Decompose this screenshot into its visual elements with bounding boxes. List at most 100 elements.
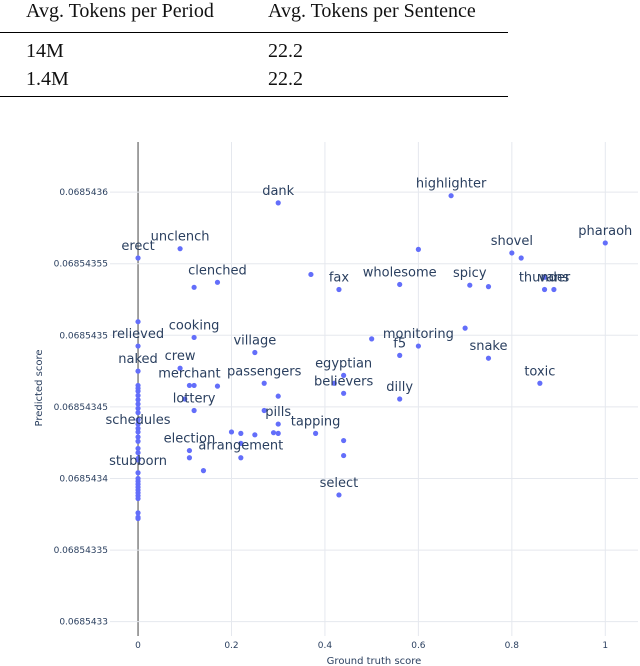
table-cell-row2-sentence: 22.2 <box>268 68 303 90</box>
table-header-period: Avg. Tokens per Period <box>26 0 214 22</box>
scatter-point <box>341 452 347 459</box>
scatter-point <box>191 334 197 341</box>
x-axis-ticks: 0 0.2 0.4 0.6 0.8 1 <box>135 641 608 651</box>
point-label: thunder <box>519 270 571 285</box>
point-label: schedules <box>106 413 171 428</box>
scatter-point <box>397 281 403 288</box>
scatter-point <box>312 430 319 436</box>
point-label: crew <box>165 349 196 364</box>
point-label: believers <box>314 374 374 389</box>
table-rule-bottom <box>0 96 508 97</box>
x-tick-label: 0 <box>135 641 141 651</box>
scatter-point <box>238 455 244 461</box>
scatter-point <box>485 355 492 361</box>
scatter-point <box>135 392 141 399</box>
scatter-point <box>135 405 141 411</box>
point-label: dilly <box>386 380 413 395</box>
point-label: stubborn <box>109 454 167 469</box>
scatter-point <box>551 286 557 293</box>
point-label: village <box>233 333 276 348</box>
point-label: unclench <box>151 230 210 245</box>
scatter-point <box>214 383 221 389</box>
point-label: spicy <box>453 266 487 281</box>
point-label: clenched <box>188 263 247 278</box>
scatter-point <box>336 492 342 498</box>
scatter-point <box>135 388 141 394</box>
scatter-point <box>275 200 281 206</box>
scatter-point <box>191 407 197 414</box>
point-label: egyptian <box>315 356 372 371</box>
y-axis-label: Predicted score <box>34 350 45 427</box>
x-tick-label: 0.6 <box>411 641 426 651</box>
scatter-point <box>331 380 337 386</box>
scatter-point <box>261 407 267 414</box>
scatter-point <box>485 284 492 290</box>
scatter-point <box>228 429 235 435</box>
point-label: f5 <box>393 336 406 351</box>
scatter-point <box>177 365 183 371</box>
x-axis-label: Ground truth score <box>327 656 422 666</box>
scatter-point <box>135 515 141 522</box>
x-tick-label: 0.8 <box>505 641 520 651</box>
scatter-point <box>238 430 244 436</box>
scatter-point <box>186 447 193 454</box>
scatter-point <box>252 349 258 356</box>
scatter-point <box>135 417 141 423</box>
point-label: arrangement <box>198 439 283 454</box>
scatter-point <box>252 432 258 438</box>
point-label: shovel <box>491 234 533 249</box>
scatter-point <box>186 455 193 461</box>
point-label: wholesome <box>363 265 437 280</box>
scatter-point <box>135 470 141 476</box>
scatter-point <box>462 325 468 331</box>
scatter-point <box>135 421 141 427</box>
scatter-point <box>135 319 141 325</box>
scatter-point <box>135 343 141 349</box>
scatter-point <box>467 282 473 288</box>
scatter-point <box>509 250 515 256</box>
point-label: lottery <box>173 391 216 406</box>
scatter-point <box>135 410 141 416</box>
scatter-point <box>182 396 188 402</box>
table-cell-row1-period: 14M <box>26 40 64 62</box>
scatter-point <box>135 438 141 444</box>
table-cell-row2-period: 1.4M <box>26 68 69 90</box>
scatter-point <box>191 284 197 290</box>
point-label: erect <box>121 239 154 254</box>
scatter-point <box>541 274 548 280</box>
scatter-point <box>135 450 141 456</box>
point-label: select <box>320 476 359 491</box>
point-label: merchant <box>158 366 220 381</box>
scatter-point <box>341 390 347 396</box>
scatter-point <box>541 286 548 293</box>
y-tick-label: 0.0685433 <box>59 618 108 628</box>
scatter-point <box>135 457 141 463</box>
scatter-point <box>275 430 281 436</box>
point-label: snake <box>469 339 507 354</box>
chart-grid <box>110 142 638 636</box>
scatter-point <box>200 468 207 474</box>
scatter-point <box>397 396 403 402</box>
point-label: cooking <box>169 318 220 333</box>
scatter-point <box>186 382 193 389</box>
scatter-point <box>518 255 524 261</box>
scatter-point <box>537 380 543 386</box>
point-label: toxic <box>524 364 555 379</box>
scatter-point <box>135 429 141 435</box>
y-tick-label: 0.0685434 <box>59 474 108 484</box>
point-label: passengers <box>227 364 302 379</box>
scatter-point <box>135 368 141 374</box>
scatter-point <box>275 393 281 399</box>
scatter-point <box>275 421 281 427</box>
y-tick-label: 0.0685435 <box>59 331 108 341</box>
scatter-point <box>238 440 244 447</box>
scatter-point <box>135 255 141 261</box>
scatter-point <box>135 425 141 431</box>
scatter-point <box>261 380 267 386</box>
table-cell-row1-sentence: 22.2 <box>268 40 303 62</box>
scatter-point <box>135 401 141 407</box>
scatter-point <box>397 352 403 358</box>
point-label: vans <box>539 270 570 285</box>
scatter-point <box>177 246 183 252</box>
